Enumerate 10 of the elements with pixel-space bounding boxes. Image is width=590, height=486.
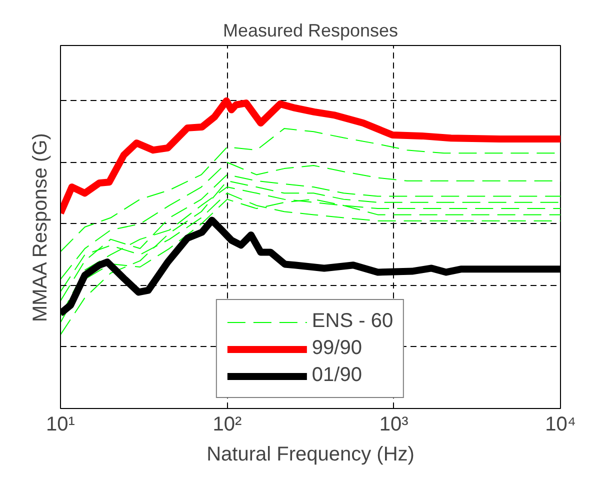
legend-label: ENS - 60 [312, 310, 394, 333]
chart-title: Measured Responses [222, 20, 398, 40]
x-tick-label: 10³ [379, 414, 409, 436]
x-tick-label: 10⁴ [545, 414, 576, 436]
legend-label: 99/90 [312, 337, 362, 360]
x-axis-title: Natural Frequency (Hz) [206, 444, 414, 466]
x-tick-label: 10² [212, 414, 242, 436]
x-tick-label: 10¹ [46, 414, 76, 436]
y-axis-title: MMAA Response (G) [30, 133, 52, 322]
legend-label: 01/90 [312, 364, 362, 387]
